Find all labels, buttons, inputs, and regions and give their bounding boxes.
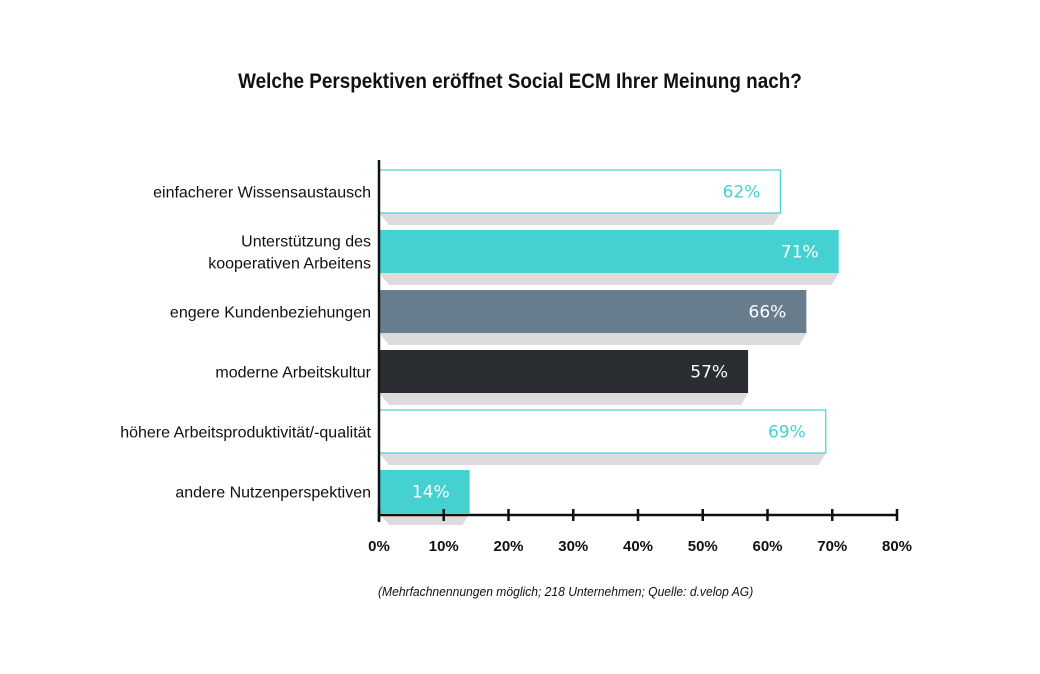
x-tick-label: 70%: [817, 538, 847, 555]
bar: [378, 169, 782, 214]
bar-shadow: [379, 453, 826, 465]
x-tick-label: 10%: [429, 538, 459, 555]
category-label: engere Kundenbeziehungen: [170, 305, 371, 322]
x-tick-label: 20%: [493, 538, 523, 555]
bar: [378, 409, 827, 454]
chart-title: Welche Perspektiven eröffnet Social ECM …: [238, 70, 802, 93]
bar: [379, 290, 807, 333]
x-tick-label: 80%: [882, 538, 912, 555]
x-tick-label: 60%: [752, 538, 782, 555]
bar: [379, 230, 839, 273]
data-label: 62%: [723, 183, 761, 203]
data-label: 69%: [768, 423, 806, 443]
data-label: 66%: [749, 303, 787, 323]
x-tick-label: 30%: [558, 538, 588, 555]
category-label: höhere Arbeitsproduktivität/-qualität: [120, 425, 371, 442]
category-label: moderne Arbeitskultur: [215, 365, 371, 382]
x-tick-label: 0%: [368, 538, 390, 555]
x-tick-label: 40%: [623, 538, 653, 555]
bar: [379, 470, 470, 513]
category-label: kooperativen Arbeitens: [208, 256, 371, 273]
bar-shadow: [379, 393, 749, 405]
bar-shadow: [379, 273, 839, 285]
chart-footnote: (Mehrfachnennungen möglich; 218 Unterneh…: [378, 584, 754, 599]
x-tick-label: 50%: [688, 538, 718, 555]
category-label: Unterstützung des: [241, 234, 371, 251]
data-label: 71%: [781, 243, 819, 263]
bar: [379, 350, 749, 393]
category-label: andere Nutzenperspektiven: [175, 485, 371, 502]
bar-shadow: [379, 333, 807, 345]
category-label: einfacherer Wissensaustausch: [153, 185, 371, 202]
data-label: 57%: [690, 363, 728, 383]
data-label: 14%: [412, 483, 450, 503]
bar-shadow: [379, 213, 781, 225]
